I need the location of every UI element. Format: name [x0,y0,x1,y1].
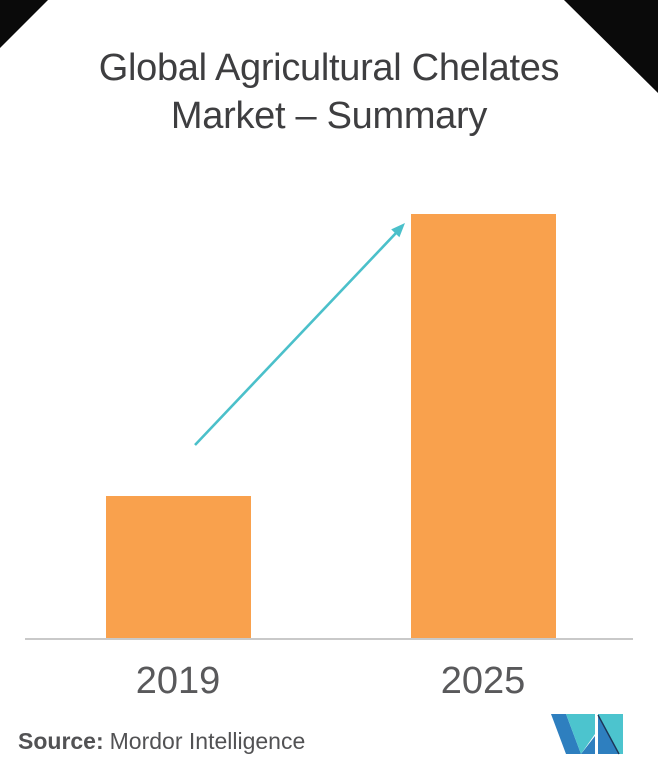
chart-title: Global Agricultural Chelates Market – Su… [0,44,658,140]
source-text: Mordor Intelligence [109,728,306,754]
mordor-intelligence-logo-icon [551,714,623,755]
bar-2025 [411,214,556,638]
source-label: Source: [18,728,104,754]
top-left-corner-triangle [0,0,48,48]
x-axis-line [25,638,633,640]
chart-title-line2: Market – Summary [170,95,488,137]
bar-2019 [106,496,251,638]
chart-title-line1: Global Agricultural Chelates [98,47,560,89]
growth-arrow-line [194,232,397,446]
x-tick-2019: 2019 [135,660,221,702]
x-tick-2025: 2025 [440,660,526,702]
growth-arrow-head-icon [391,223,405,238]
source-line: Source: Mordor Intelligence [18,728,305,755]
